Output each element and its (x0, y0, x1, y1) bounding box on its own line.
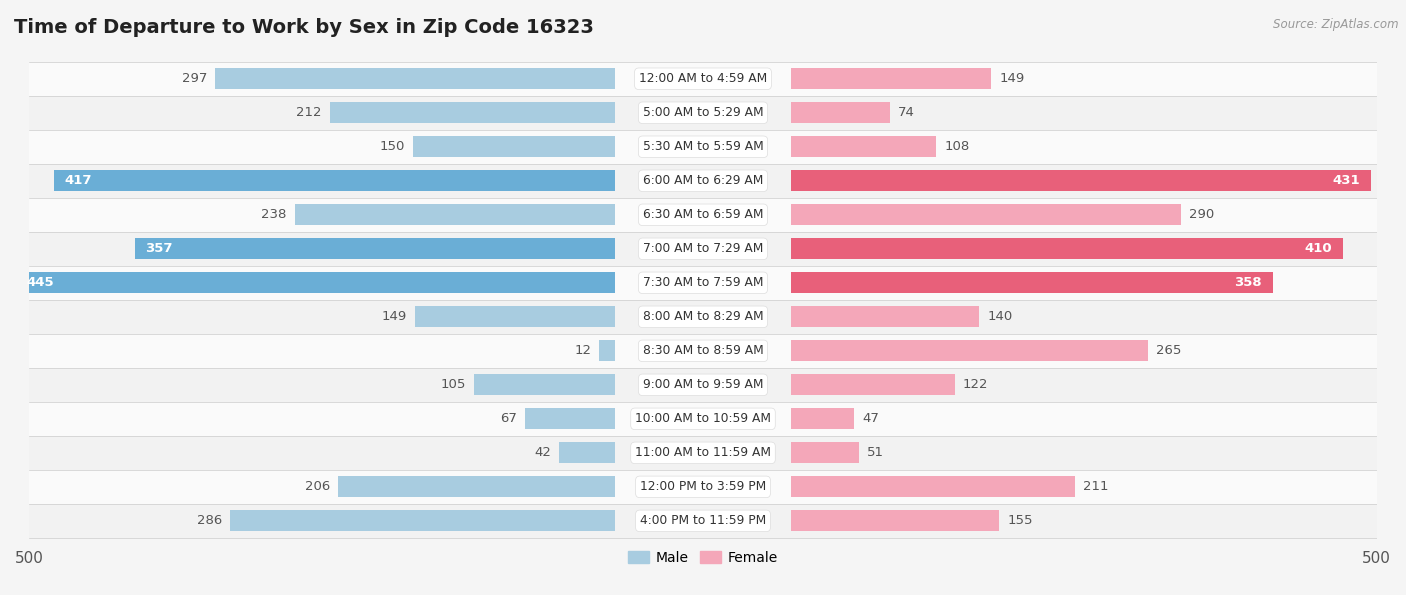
Bar (790, 442, 859, 464)
Bar (53, 170, 616, 192)
Text: 357: 357 (145, 242, 173, 255)
Bar (558, 442, 616, 464)
Bar (30, 402, 1376, 436)
Bar (790, 204, 1181, 226)
Text: 286: 286 (197, 514, 222, 527)
Bar (790, 136, 936, 157)
Bar (231, 511, 616, 531)
Bar (790, 408, 853, 430)
Text: 10:00 AM to 10:59 AM: 10:00 AM to 10:59 AM (636, 412, 770, 425)
Bar (15, 273, 616, 293)
Text: 445: 445 (27, 276, 55, 289)
Bar (526, 408, 616, 430)
Text: 212: 212 (297, 107, 322, 119)
Bar (30, 130, 1376, 164)
Bar (790, 340, 1147, 361)
Text: 42: 42 (534, 446, 551, 459)
Bar (30, 266, 1376, 300)
Bar (30, 96, 1376, 130)
Bar (30, 164, 1376, 198)
Legend: Male, Female: Male, Female (623, 545, 783, 570)
Bar (295, 204, 616, 226)
Text: 6:00 AM to 6:29 AM: 6:00 AM to 6:29 AM (643, 174, 763, 187)
Bar (790, 273, 1272, 293)
Text: 5:00 AM to 5:29 AM: 5:00 AM to 5:29 AM (643, 107, 763, 119)
Text: 297: 297 (181, 72, 207, 85)
Bar (30, 436, 1376, 470)
Text: 12: 12 (574, 345, 591, 358)
Bar (30, 368, 1376, 402)
Text: 265: 265 (1156, 345, 1181, 358)
Text: 4:00 PM to 11:59 PM: 4:00 PM to 11:59 PM (640, 514, 766, 527)
Text: 290: 290 (1189, 208, 1215, 221)
Text: 5:30 AM to 5:59 AM: 5:30 AM to 5:59 AM (643, 140, 763, 154)
Text: 7:30 AM to 7:59 AM: 7:30 AM to 7:59 AM (643, 276, 763, 289)
Bar (790, 238, 1343, 259)
Bar (599, 340, 616, 361)
Bar (474, 374, 616, 395)
Bar (330, 102, 616, 123)
Text: 6:30 AM to 6:59 AM: 6:30 AM to 6:59 AM (643, 208, 763, 221)
Bar (413, 136, 616, 157)
Text: 206: 206 (305, 480, 330, 493)
Text: 155: 155 (1008, 514, 1033, 527)
Text: 9:00 AM to 9:59 AM: 9:00 AM to 9:59 AM (643, 378, 763, 392)
Bar (30, 300, 1376, 334)
Text: 51: 51 (868, 446, 884, 459)
Text: 67: 67 (501, 412, 517, 425)
Text: Time of Departure to Work by Sex in Zip Code 16323: Time of Departure to Work by Sex in Zip … (14, 18, 593, 37)
Text: 122: 122 (963, 378, 988, 392)
Text: 417: 417 (65, 174, 91, 187)
Text: 358: 358 (1234, 276, 1263, 289)
Text: 105: 105 (440, 378, 465, 392)
Text: Source: ZipAtlas.com: Source: ZipAtlas.com (1274, 18, 1399, 31)
Bar (790, 68, 991, 89)
Bar (415, 306, 616, 327)
Text: 140: 140 (987, 311, 1012, 323)
Bar (30, 334, 1376, 368)
Text: 74: 74 (898, 107, 915, 119)
Bar (30, 504, 1376, 538)
Bar (790, 102, 890, 123)
Bar (790, 306, 979, 327)
Bar (337, 477, 616, 497)
Text: 8:30 AM to 8:59 AM: 8:30 AM to 8:59 AM (643, 345, 763, 358)
Text: 8:00 AM to 8:29 AM: 8:00 AM to 8:29 AM (643, 311, 763, 323)
Text: 149: 149 (381, 311, 406, 323)
Text: 7:00 AM to 7:29 AM: 7:00 AM to 7:29 AM (643, 242, 763, 255)
Text: 47: 47 (862, 412, 879, 425)
Bar (135, 238, 616, 259)
Bar (790, 170, 1371, 192)
Bar (790, 374, 955, 395)
Bar (790, 477, 1074, 497)
Text: 11:00 AM to 11:59 AM: 11:00 AM to 11:59 AM (636, 446, 770, 459)
Text: 431: 431 (1333, 174, 1361, 187)
Bar (30, 198, 1376, 232)
Text: 12:00 PM to 3:59 PM: 12:00 PM to 3:59 PM (640, 480, 766, 493)
Bar (790, 511, 1000, 531)
Bar (215, 68, 616, 89)
Text: 410: 410 (1305, 242, 1331, 255)
Bar (30, 62, 1376, 96)
Text: 150: 150 (380, 140, 405, 154)
Text: 238: 238 (262, 208, 287, 221)
Bar (30, 470, 1376, 504)
Text: 12:00 AM to 4:59 AM: 12:00 AM to 4:59 AM (638, 72, 768, 85)
Bar (30, 232, 1376, 266)
Text: 108: 108 (945, 140, 969, 154)
Text: 211: 211 (1083, 480, 1108, 493)
Text: 149: 149 (1000, 72, 1025, 85)
